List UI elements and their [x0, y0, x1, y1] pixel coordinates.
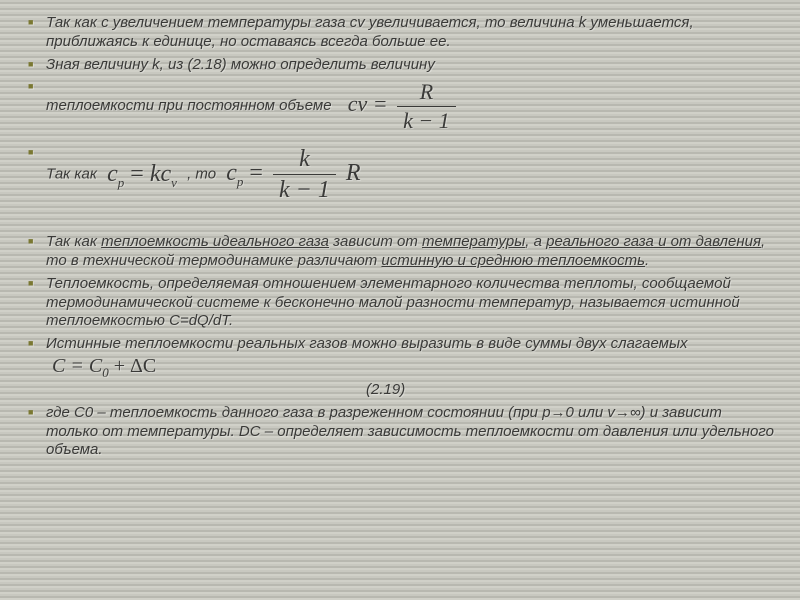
eq2-c: c	[107, 161, 118, 187]
eq-k: k	[403, 108, 413, 133]
eq3-top: k	[273, 144, 336, 175]
eq3-R: R	[346, 160, 361, 186]
text-8: где C0 – теплоемкость данного газа в раз…	[46, 404, 774, 459]
bullet-2: Зная величину k, из (2.18) можно определ…	[28, 56, 778, 75]
equation-cp: cp = k k − 1 R	[220, 144, 366, 205]
equation-cpkcv: cp = kcv	[101, 159, 183, 191]
eq4-plus: + ΔC	[109, 355, 156, 377]
eq2-cv-c: c	[160, 161, 171, 187]
t5c: зависит от	[329, 233, 422, 250]
slide-list: Так как с увеличением температуры газа с…	[28, 14, 778, 460]
eq-equals: =	[373, 91, 393, 116]
bullet-1: Так как с увеличением температуры газа с…	[28, 14, 778, 52]
eq3-p: p	[237, 174, 244, 189]
text-4b: , то	[187, 166, 216, 183]
eq-frac-top: R	[397, 78, 456, 107]
t5e: , а	[525, 233, 546, 250]
equation-cv: cv = R k − 1	[348, 78, 460, 134]
t5f: реального газа и от давления	[546, 233, 761, 250]
eq4-expr: C = C	[52, 355, 102, 377]
eq3-c: c	[226, 160, 237, 186]
eq-minus1: − 1	[413, 108, 450, 133]
text-4a: Так как	[46, 166, 97, 183]
text-6: Теплоемкость, определяемая отношением эл…	[46, 275, 740, 330]
eq3-frac: k k − 1	[269, 144, 340, 205]
eq3-bot: k − 1	[273, 175, 336, 205]
eq-frac-bot: k − 1	[397, 107, 456, 135]
t5h: истинную и среднюю теплоемкость	[381, 252, 645, 269]
bullet-7: Истинные теплоемкости реальных газов мож…	[28, 335, 778, 400]
text-7: Истинные теплоемкости реальных газов мож…	[46, 335, 687, 352]
bullet-8: где C0 – теплоемкость данного газа в раз…	[28, 404, 778, 460]
text-3: теплоемкости при постоянном объеме	[46, 97, 332, 114]
eq2-cv-v: v	[171, 175, 177, 190]
bullet-3: теплоемкости при постоянном объеме cv = …	[28, 78, 778, 134]
bullet-4: Так как cp = kcv , то cp = k k − 1 R	[28, 144, 778, 205]
text-2: Зная величину k, из (2.18) можно определ…	[46, 56, 435, 73]
t5i: .	[645, 252, 649, 269]
eq3-eq: =	[249, 160, 269, 186]
bullet-6: Теплоемкость, определяемая отношением эл…	[28, 275, 778, 331]
t5a: Так как	[46, 233, 101, 250]
equation-ref: (2.19)	[366, 381, 778, 400]
eq2-k: k	[150, 161, 161, 187]
text-1: Так как с увеличением температуры газа с…	[46, 14, 694, 50]
gap	[28, 215, 778, 233]
t5d: температуры	[422, 233, 525, 250]
bullet-5: Так как теплоемкость идеального газа зав…	[28, 233, 778, 271]
t5b: теплоемкость идеального газа	[101, 233, 329, 250]
equation-sum: C = C0 + ΔC	[46, 354, 162, 381]
eq2-eq: =	[124, 161, 150, 187]
eq-c-sub: v	[357, 91, 367, 116]
eq-frac-cv: R k − 1	[393, 78, 460, 134]
